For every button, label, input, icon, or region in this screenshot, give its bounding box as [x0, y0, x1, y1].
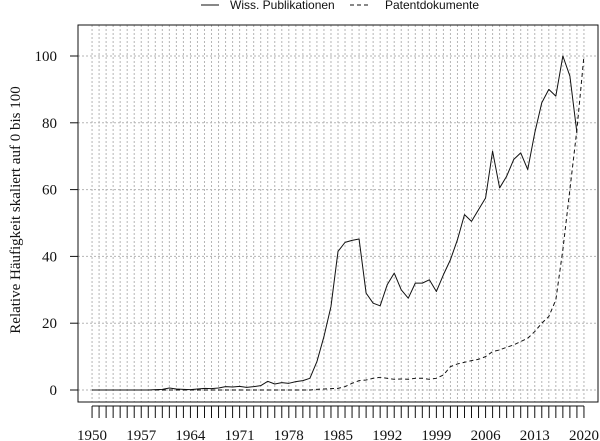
y-tick-label: 80	[42, 116, 57, 132]
x-tick-label: 1971	[225, 428, 255, 441]
grid	[78, 25, 598, 402]
series-lines	[92, 55, 585, 391]
legend-label-patente: Patentdokumente	[385, 0, 479, 12]
x-tick-label: 2013	[520, 428, 550, 441]
x-tick-label: 2020	[569, 428, 599, 441]
x-tick-label: 1950	[77, 428, 107, 441]
y-tick-label: 0	[50, 383, 58, 399]
x-tick-label: 1985	[323, 428, 353, 441]
plot-frame	[77, 24, 599, 403]
y-axis-label: Relative Häufigkeit skaliert auf 0 bis 1…	[8, 86, 24, 333]
y-tick-label: 60	[42, 183, 57, 199]
legend-label-publikationen: Wiss. Publikationen	[230, 0, 335, 12]
x-tick-label: 1999	[421, 428, 451, 441]
x-axis: 1950 1957 1964 1971 1978 1985 1992 1999 2006 2013…	[77, 405, 599, 441]
y-axis: 0 20 40 60 80 100	[35, 49, 78, 399]
x-tick-label: 1992	[372, 428, 402, 441]
x-tick-label: 1957	[126, 428, 157, 441]
series-line-publikationen	[92, 55, 578, 391]
x-tick-label: 1978	[274, 428, 304, 441]
legend: Wiss. Publikationen Patentdokumente	[201, 0, 479, 12]
y-tick-label: 100	[35, 49, 58, 65]
x-tick-label: 2006	[471, 428, 502, 441]
y-tick-label: 40	[42, 249, 57, 265]
x-tick-label: 1964	[175, 428, 206, 441]
series-line-patente	[92, 55, 585, 391]
y-tick-label: 20	[42, 316, 57, 332]
